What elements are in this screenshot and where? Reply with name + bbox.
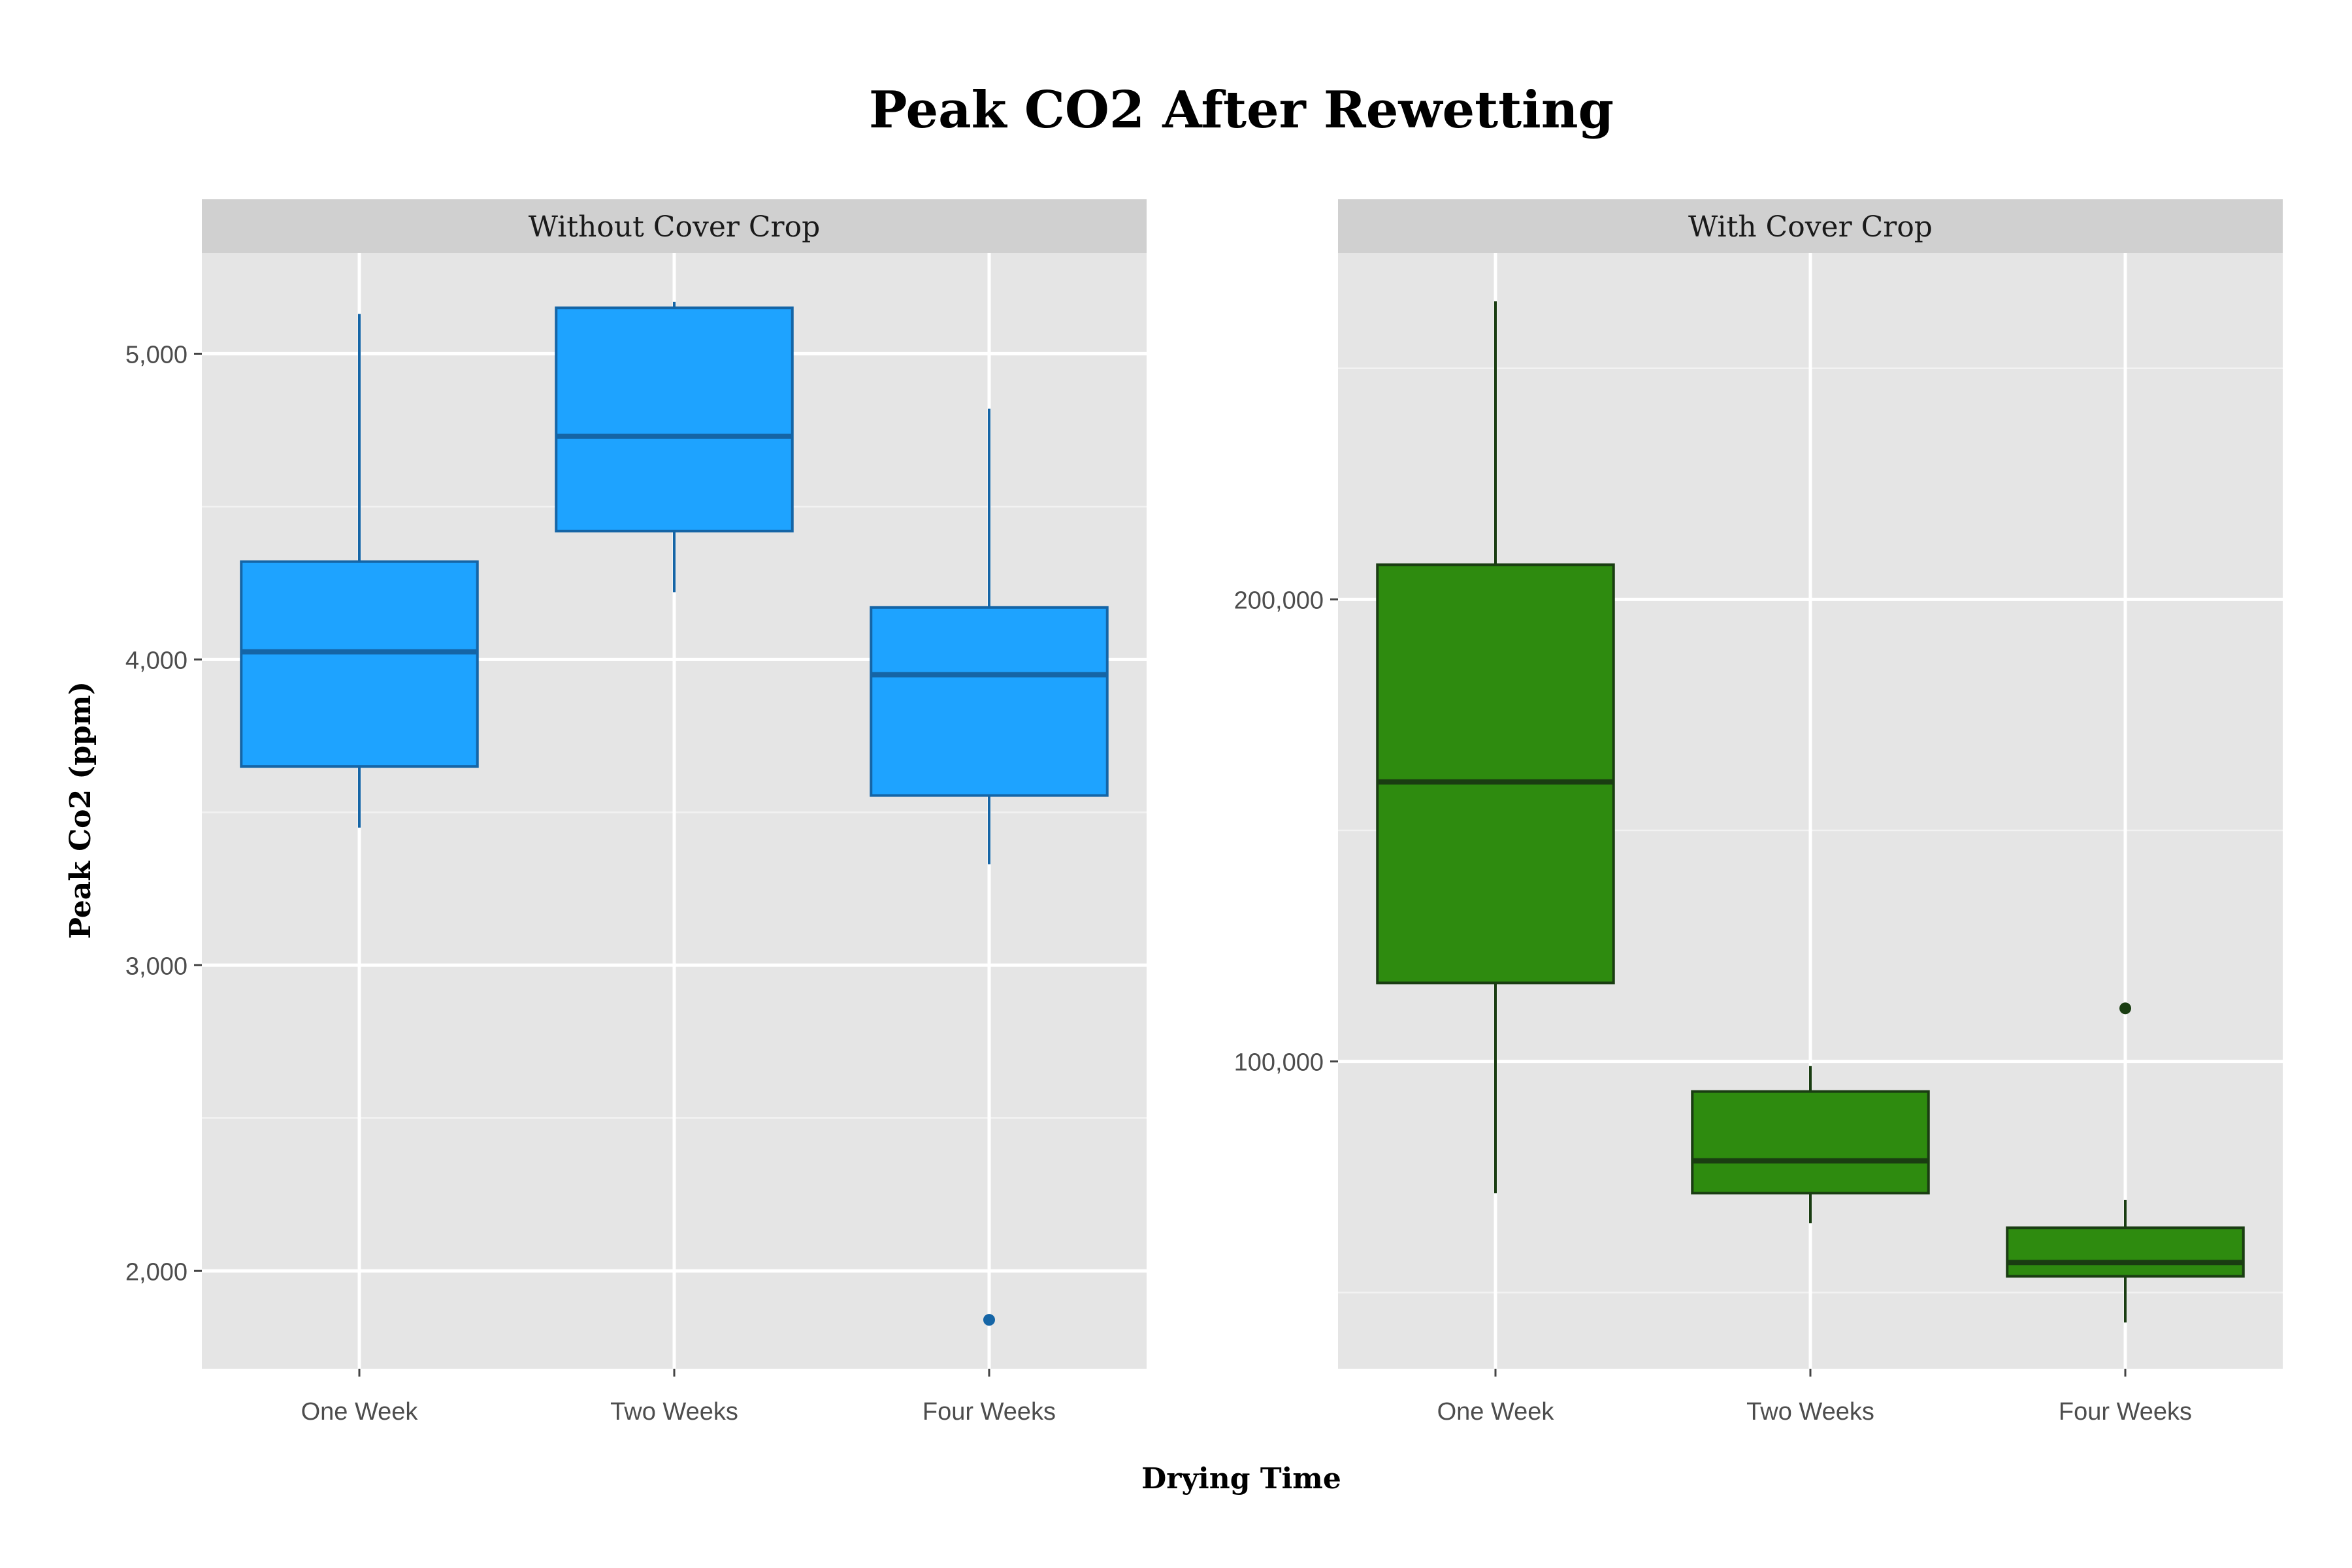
facet-strip [202, 199, 1147, 253]
x-axis-label: Drying Time [1141, 1462, 1341, 1495]
x-tick-label: Four Weeks [923, 1398, 1056, 1426]
facet-panel-1: Without Cover Crop 2,000 3,000 4,000 5,000 On… [125, 199, 1147, 1426]
box-four-weeks [2006, 1002, 2245, 1323]
outlier-point [2119, 1002, 2131, 1015]
box-one-week [1376, 301, 1615, 1194]
y-tick-label: 200,000 [1234, 587, 1324, 614]
outlier-point [983, 1314, 995, 1326]
y-tick-label: 5,000 [125, 341, 188, 368]
box-two-weeks [1691, 1066, 1930, 1224]
x-tick-label: Two Weeks [610, 1398, 738, 1426]
facet-strip [1338, 199, 2283, 253]
x-tick-label: One Week [301, 1398, 419, 1426]
box-iqr [555, 306, 794, 532]
box-iqr [870, 606, 1109, 797]
box-iqr [1691, 1090, 1930, 1195]
x-tick-label: Two Weeks [1746, 1398, 1874, 1426]
y-tick-label: 3,000 [125, 953, 188, 980]
y-tick-label: 4,000 [125, 647, 188, 674]
x-tick-label: Four Weeks [2059, 1398, 2192, 1426]
chart-title: Peak CO2 After Rewetting [869, 80, 1614, 140]
box-one-week [240, 314, 479, 828]
box-four-weeks [870, 408, 1109, 1326]
box-iqr [2006, 1226, 2245, 1278]
facet-panel-2: With Cover Crop 100,000 200,000 One Week Two… [1234, 199, 2283, 1426]
y-axis-label: Peak Co2 (ppm) [64, 681, 97, 939]
y-tick-label: 100,000 [1234, 1049, 1324, 1077]
y-tick-label: 2,000 [125, 1258, 188, 1286]
box-iqr [1376, 563, 1615, 985]
x-tick-label: One Week [1437, 1398, 1555, 1426]
box-two-weeks [555, 301, 794, 593]
facet-strip-label: Without Cover Crop [529, 210, 820, 244]
box-iqr [240, 560, 479, 768]
facet-strip-label: With Cover Crop [1688, 210, 1933, 244]
